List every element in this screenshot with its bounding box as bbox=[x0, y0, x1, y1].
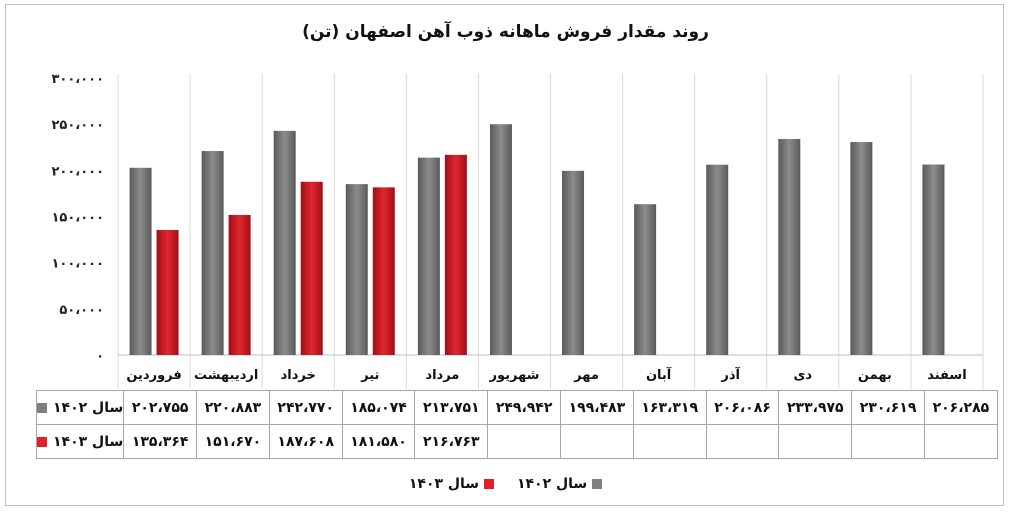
table-cell-value: ۲۴۹،۹۴۲ bbox=[487, 390, 562, 425]
y-tick-label: ۵۰،۰۰۰ bbox=[59, 303, 104, 318]
bar-1402 bbox=[562, 170, 585, 355]
bar-1403 bbox=[228, 214, 251, 355]
y-tick-label: ۲۰۰،۰۰۰ bbox=[51, 164, 104, 179]
table-cell-value: ۲۰۲،۷۵۵ bbox=[123, 390, 198, 425]
series-2-label: سال ۱۴۰۳ bbox=[35, 424, 125, 459]
table-row-series-1: سال ۱۴۰۲ ۲۰۲،۷۵۵ ۲۲۰،۸۸۳ ۲۴۲،۷۷۰ ۱۸۵،۰۷۴ ۲۱۳… bbox=[35, 390, 998, 425]
chart-title: روند مقدار فروش ماهانه ذوب آهن اصفهان (ت… bbox=[302, 22, 709, 42]
bar-1402 bbox=[850, 142, 873, 355]
bar-1402 bbox=[129, 167, 152, 355]
table-cell-value: ۱۸۵،۰۷۴ bbox=[341, 390, 416, 425]
table-cell-value bbox=[778, 424, 853, 459]
bar-1402 bbox=[922, 164, 945, 355]
table-row-series-2: سال ۱۴۰۳ ۱۳۵،۳۶۴ ۱۵۱،۶۷۰ ۱۸۷،۶۰۸ ۱۸۱،۵۸۰ ۲۱۶… bbox=[35, 424, 998, 459]
table-cell-value bbox=[705, 424, 780, 459]
category-label: شهریور bbox=[488, 368, 539, 383]
bar-1402 bbox=[634, 204, 657, 355]
table-cell-value: ۲۳۳،۹۷۵ bbox=[778, 390, 853, 425]
data-table: سال ۱۴۰۲ ۲۰۲،۷۵۵ ۲۲۰،۸۸۳ ۲۴۲،۷۷۰ ۱۸۵،۰۷۴ ۲۱۳… bbox=[35, 390, 998, 459]
table-cell-value bbox=[487, 424, 562, 459]
table-cell-value bbox=[560, 424, 634, 459]
table-cell-value: ۲۴۲،۷۷۰ bbox=[268, 390, 343, 425]
series-1-name: سال ۱۴۰۲ bbox=[53, 399, 124, 416]
bar-chart: ۰ ۵۰،۰۰۰ ۱۰۰،۰۰۰ ۱۵۰،۰۰۰ ۲۰۰،۰۰۰ ۲۵۰،۰۰۰ ۳۰۰،۰… bbox=[51, 72, 984, 389]
y-tick-label: ۰ bbox=[96, 349, 104, 364]
table-cell-value: ۱۸۷،۶۰۸ bbox=[268, 424, 343, 459]
category-label: فروردین bbox=[126, 368, 181, 383]
table-cell-value: ۲۱۳،۷۵۱ bbox=[414, 390, 489, 425]
bar-1403 bbox=[444, 154, 467, 355]
bar-1402 bbox=[706, 164, 729, 355]
bar-1403 bbox=[300, 181, 323, 355]
table-cell-value bbox=[924, 424, 998, 459]
table-cell-value: ۲۱۶،۷۶۳ bbox=[414, 424, 489, 459]
category-label: آبان bbox=[646, 366, 672, 383]
table-cell-value: ۲۲۰،۸۸۳ bbox=[196, 390, 270, 425]
bar-1403 bbox=[372, 187, 395, 355]
table-cell-value: ۲۰۶،۰۸۶ bbox=[705, 390, 780, 425]
series-2-swatch bbox=[37, 436, 47, 447]
category-label: خرداد bbox=[281, 368, 316, 383]
series-2-name: سال ۱۴۰۳ bbox=[53, 433, 124, 450]
legend-item-1403: سال ۱۴۰۳ bbox=[408, 476, 495, 492]
category-label: دی bbox=[793, 368, 812, 383]
category-label: آذر bbox=[720, 366, 740, 383]
legend-item-1402: سال ۱۴۰۲ bbox=[516, 476, 603, 492]
bar-1402 bbox=[417, 157, 440, 355]
legend-swatch-1403 bbox=[484, 479, 495, 489]
bar-1402 bbox=[201, 151, 224, 355]
table-cell-value: ۲۰۶،۲۸۵ bbox=[924, 390, 998, 425]
y-tick-label: ۱۵۰،۰۰۰ bbox=[51, 211, 104, 226]
category-label: بهمن bbox=[858, 368, 892, 383]
y-tick-label: ۲۵۰،۰۰۰ bbox=[51, 118, 104, 133]
legend-label-1402: سال ۱۴۰۲ bbox=[516, 476, 588, 492]
series-1-label: سال ۱۴۰۲ bbox=[35, 390, 125, 425]
bar-1403 bbox=[156, 230, 179, 355]
category-label: اسفند bbox=[927, 368, 966, 383]
table-cell-value: ۱۹۹،۴۸۳ bbox=[560, 390, 634, 425]
category-label: تیر bbox=[360, 368, 379, 383]
y-tick-label: ۱۰۰،۰۰۰ bbox=[51, 257, 104, 272]
y-tick-label: ۳۰۰،۰۰۰ bbox=[51, 72, 104, 87]
category-label: اردیبهشت bbox=[194, 368, 258, 383]
table-cell-value bbox=[851, 424, 925, 459]
series-1-swatch bbox=[37, 402, 47, 413]
legend: سال ۱۴۰۲ سال ۱۴۰۳ bbox=[0, 476, 1011, 492]
table-cell-value bbox=[632, 424, 707, 459]
table-cell-value: ۱۵۱،۶۷۰ bbox=[196, 424, 270, 459]
table-cell-value: ۱۸۱،۵۸۰ bbox=[341, 424, 416, 459]
bar-1402 bbox=[489, 124, 512, 356]
bar-1402 bbox=[273, 130, 296, 355]
bar-1402 bbox=[778, 138, 801, 355]
legend-label-1403: سال ۱۴۰۳ bbox=[408, 476, 480, 492]
category-label: مهر bbox=[573, 368, 599, 383]
category-label: مرداد bbox=[425, 368, 459, 383]
legend-swatch-1402 bbox=[592, 479, 603, 489]
table-cell-value: ۱۶۳،۳۱۹ bbox=[632, 390, 707, 425]
bar-1402 bbox=[345, 184, 368, 355]
table-cell-value: ۱۳۵،۳۶۴ bbox=[123, 424, 198, 459]
table-cell-value: ۲۳۰،۶۱۹ bbox=[851, 390, 925, 425]
